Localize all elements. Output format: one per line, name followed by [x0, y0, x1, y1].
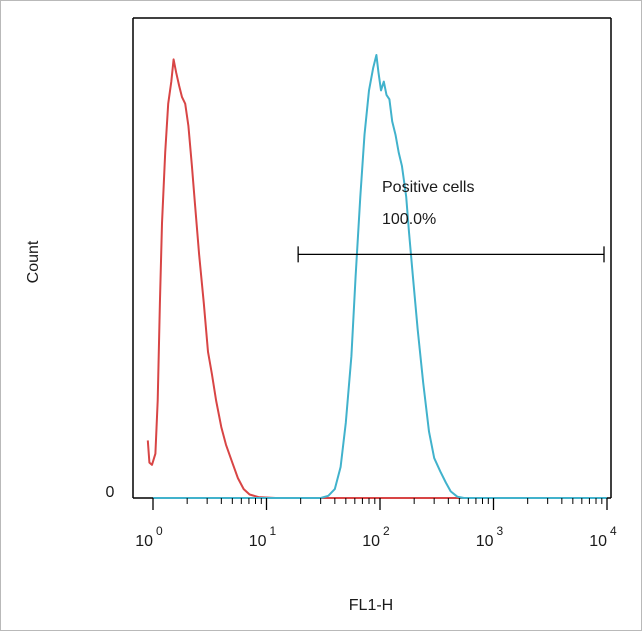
x-axis-title: FL1-H — [349, 597, 393, 614]
x-tick-label: 103 — [476, 524, 504, 550]
gate-label-percent: 100.0% — [382, 211, 436, 228]
gate-marker: Positive cells 100.0% — [297, 179, 605, 263]
y-axis-title: Count — [25, 240, 42, 283]
gate-label-name: Positive cells — [382, 179, 474, 196]
histogram-series-2 — [153, 54, 607, 499]
x-tick-label: 100 — [135, 524, 163, 550]
y-tick-label-zero: 0 — [106, 484, 115, 501]
histogram-series-1 — [146, 58, 460, 499]
x-tick-label: 104 — [589, 524, 617, 550]
x-tick-label: 101 — [249, 524, 277, 550]
plot-area — [132, 17, 612, 499]
x-tick-label: 102 — [362, 524, 390, 550]
x-ticks: 100 101 102 103 104 — [135, 498, 617, 550]
series-layer — [146, 54, 607, 499]
